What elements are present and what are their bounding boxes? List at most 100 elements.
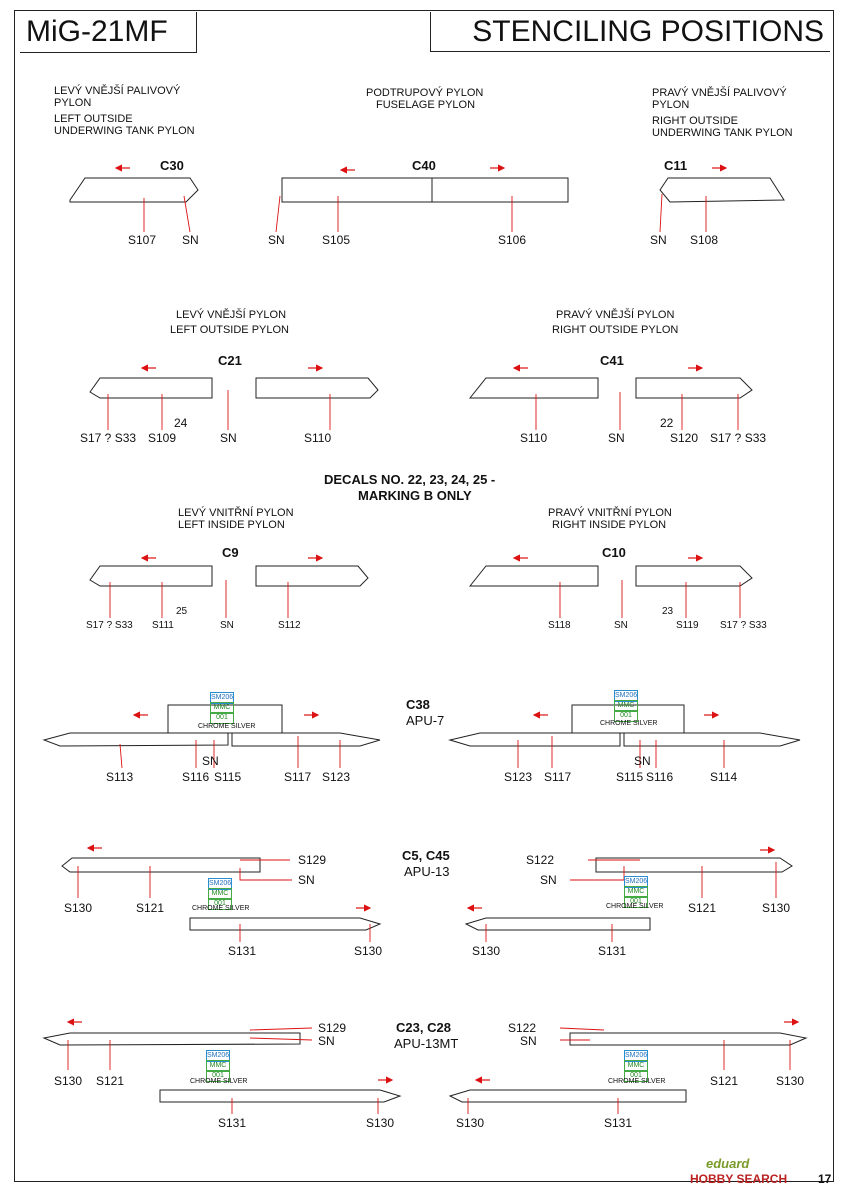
paint-swatch-num: 001 xyxy=(210,712,234,724)
apu7-name: APU-7 xyxy=(406,713,445,728)
stencil-label: SN xyxy=(520,1034,537,1048)
stencil-label: S111 xyxy=(152,620,174,631)
left-inside-pylon-title-en: LEFT INSIDE PYLON xyxy=(178,519,285,531)
stencil-label: SN xyxy=(202,754,219,768)
paint-name: CHROME SILVER xyxy=(190,1078,248,1085)
stencil-label: S110 xyxy=(304,431,332,445)
stencil-label: S129 xyxy=(318,1021,347,1035)
part-c10: C10 xyxy=(602,545,626,560)
stencil-label: S130 xyxy=(472,944,501,958)
stencil-label: SN xyxy=(608,431,625,445)
stencil-label: S121 xyxy=(96,1074,125,1088)
paint-swatch-mmc: MMC xyxy=(614,700,638,712)
paint-swatch-mmc: MMC xyxy=(208,888,232,900)
part-c41: C41 xyxy=(600,353,624,368)
paint-swatch-num: 001 xyxy=(208,898,232,910)
paint-name: CHROME SILVER xyxy=(608,1078,666,1085)
left-tank-pylon-title-en2: UNDERWING TANK PYLON xyxy=(54,125,195,137)
apu13mt-right-b xyxy=(448,1089,687,1103)
stencil-label: S129 xyxy=(298,853,327,867)
apu13mt-left-b xyxy=(159,1089,402,1103)
stencil-label: S112 xyxy=(278,620,301,631)
stencil-label: S130 xyxy=(776,1074,805,1088)
paint-swatch-code: SM206 xyxy=(624,876,648,888)
right-outside-pylon-title-en: RIGHT OUTSIDE PYLON xyxy=(552,324,679,336)
apu7-right-a xyxy=(448,732,621,747)
apu13mt-left-a xyxy=(42,1032,301,1046)
stencil-label: S115 xyxy=(616,770,644,784)
apu7-left-b xyxy=(231,732,381,747)
paint-name: CHROME SILVER xyxy=(600,720,658,727)
stencil-label: S131 xyxy=(228,944,257,958)
stencil-label: S131 xyxy=(218,1116,247,1130)
page-number: 17 xyxy=(818,1172,832,1186)
paint-swatch-mmc: MMC xyxy=(624,886,648,898)
part-c9: C9 xyxy=(222,545,239,560)
stencil-label: SN xyxy=(220,431,237,445)
left-outside-pylon-title-en: LEFT OUTSIDE PYLON xyxy=(170,324,289,336)
stencil-label: S105 xyxy=(322,233,351,247)
model-title: MiG-21MF xyxy=(20,12,197,53)
left-tank-pylon-title-cz1: LEVÝ VNĚJŠÍ PALIVOVÝ xyxy=(54,85,181,97)
fuselage-pylon-title-cz: PODTRUPOVÝ PYLON xyxy=(366,87,484,99)
left-tank-pylon-title-en1: LEFT OUTSIDE xyxy=(54,113,133,125)
apu13-right-a xyxy=(595,857,793,873)
right-outside-pylon-title-cz: PRAVÝ VNĚJŠÍ PYLON xyxy=(556,309,675,321)
decal-number: 24 xyxy=(174,416,188,430)
apu13-right-b xyxy=(464,917,651,931)
stencil-label: S131 xyxy=(598,944,627,958)
stencil-label: S130 xyxy=(64,901,93,915)
apu13mt-part-number: C23, C28 xyxy=(396,1020,451,1035)
paint-swatch-num: 001 xyxy=(206,1070,230,1082)
apu13mt-name: APU-13MT xyxy=(394,1036,459,1051)
stencil-label: S131 xyxy=(604,1116,633,1130)
part-c11: C11 xyxy=(664,158,688,173)
stencil-label: S113 xyxy=(106,770,134,784)
stencil-label: SN xyxy=(268,233,285,247)
pylon-c41-left xyxy=(468,377,599,399)
apu7-right-b xyxy=(623,732,801,747)
stencil-label: S130 xyxy=(54,1074,83,1088)
decal-number: 23 xyxy=(662,606,674,617)
stencil-label: S117 xyxy=(284,770,312,784)
left-inside-pylon-title-cz: LEVÝ VNITŘNÍ PYLON xyxy=(178,507,294,519)
paint-name: CHROME SILVER xyxy=(198,723,256,730)
decal-number: 25 xyxy=(176,606,188,617)
pylon-c40-left xyxy=(281,177,433,203)
stencil-label: S130 xyxy=(762,901,791,915)
paint-swatch-code: SM206 xyxy=(614,690,638,702)
stencil-label: SN xyxy=(298,873,315,887)
paint-swatch-num: 001 xyxy=(614,710,638,722)
stencil-label: S109 xyxy=(148,431,177,445)
paint-swatch-code: SM206 xyxy=(208,878,232,890)
paint-swatch-mmc: MMC xyxy=(206,1060,230,1072)
stencil-label: S123 xyxy=(322,770,351,784)
part-c21: C21 xyxy=(218,353,242,368)
apu13-name: APU-13 xyxy=(404,864,450,879)
paint-swatch-code: SM206 xyxy=(210,692,234,704)
pylon-c9-left xyxy=(89,565,213,587)
stencil-label: SN xyxy=(650,233,667,247)
stencil-label: SN xyxy=(540,873,557,887)
paint-swatch-mmc: MMC xyxy=(624,1060,648,1072)
watermark: HOBBY SEARCH xyxy=(690,1172,788,1186)
stencil-label: S120 xyxy=(670,431,699,445)
apu7-left-mount xyxy=(167,704,283,734)
stencil-label: S116 xyxy=(182,770,210,784)
right-tank-pylon-title-cz1: PRAVÝ VNĚJŠÍ PALIVOVÝ xyxy=(652,87,787,99)
pylon-c21-right xyxy=(255,377,379,399)
stencil-label: S121 xyxy=(710,1074,739,1088)
left-outside-pylon-title-cz: LEVÝ VNĚJŠÍ PYLON xyxy=(176,309,287,321)
right-inside-pylon-title-cz: PRAVÝ VNITŘNÍ PYLON xyxy=(548,507,672,519)
stencil-label: S117 xyxy=(544,770,572,784)
stencil-label: S17 ? S33 xyxy=(720,620,767,631)
part-c40: C40 xyxy=(412,158,436,173)
apu7-left-a xyxy=(42,732,229,747)
stencil-label: S130 xyxy=(366,1116,395,1130)
pylon-c11 xyxy=(659,177,785,203)
eduard-logo: eduard xyxy=(706,1156,750,1171)
pylon-c9-right xyxy=(255,565,369,587)
stencil-label: S116 xyxy=(646,770,674,784)
stencil-label: S130 xyxy=(354,944,383,958)
